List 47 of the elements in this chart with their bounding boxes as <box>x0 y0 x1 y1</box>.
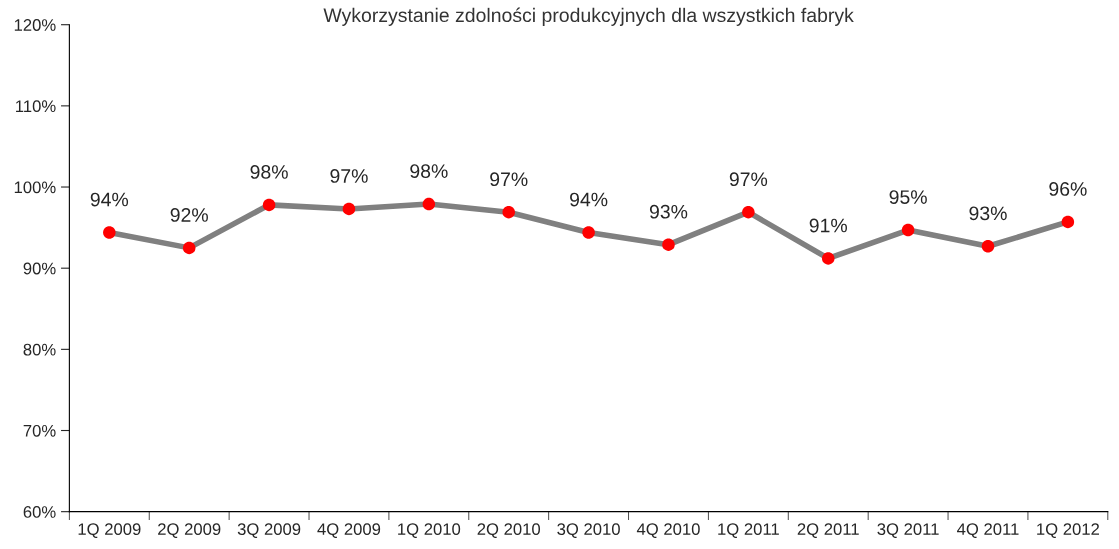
x-tick-label: 2Q 2010 <box>477 523 541 539</box>
x-tick-label: 1Q 2011 <box>718 523 779 539</box>
point <box>662 238 675 251</box>
y-tick-label: 100% <box>14 181 56 194</box>
x-tick-label: 3Q 2010 <box>557 523 620 539</box>
point <box>342 202 356 216</box>
x-tick-label: 1Q 2009 <box>78 523 141 539</box>
point <box>981 240 995 253</box>
x-tick-label: 1Q 2010 <box>398 523 461 539</box>
data-label: 92% <box>170 208 208 222</box>
data-label: 97% <box>729 172 768 187</box>
y-tick-label: 110% <box>16 100 56 113</box>
data-label: 95% <box>889 190 927 204</box>
y-tick-label: 70% <box>23 424 56 437</box>
x-tick-label: 3Q 2009 <box>237 523 301 539</box>
point <box>422 197 436 211</box>
x-tick-label: 3Q 2011 <box>877 523 939 539</box>
data-label: 91% <box>809 218 847 233</box>
chart-title: Wykorzystanie zdolności produkcyjnych dla wszystkich fabryk <box>323 7 854 26</box>
point <box>502 205 515 219</box>
point <box>742 205 755 219</box>
point <box>182 241 196 255</box>
x-tick-label: 4Q 2010 <box>636 523 700 539</box>
data-label: 96% <box>1049 182 1087 196</box>
x-tick-label: 4Q 2011 <box>957 523 1019 539</box>
x-tick-label: 2Q 2011 <box>797 523 859 539</box>
data-label: 98% <box>250 165 288 179</box>
point <box>262 198 276 212</box>
data-label: 94% <box>90 192 129 207</box>
point <box>901 223 915 237</box>
y-tick-label: 120% <box>14 19 56 31</box>
y-tick-label: 90% <box>23 262 56 275</box>
x-tick-label: 1Q 2012 <box>1037 523 1100 539</box>
x-tick-label: 4Q 2009 <box>317 523 381 539</box>
data-label: 98% <box>410 164 448 178</box>
point <box>103 226 116 239</box>
y-tick-label: 60% <box>23 506 56 518</box>
data-label: 94% <box>570 192 608 207</box>
point <box>821 252 835 265</box>
x-tick-label: 2Q 2009 <box>158 523 221 539</box>
data-label: 93% <box>649 204 688 219</box>
point <box>582 226 595 239</box>
y-tick-label: 80% <box>23 343 56 356</box>
data-label: 97% <box>330 169 368 183</box>
point <box>1061 215 1075 229</box>
data-label: 97% <box>490 172 528 187</box>
data-label: 93% <box>969 206 1007 221</box>
